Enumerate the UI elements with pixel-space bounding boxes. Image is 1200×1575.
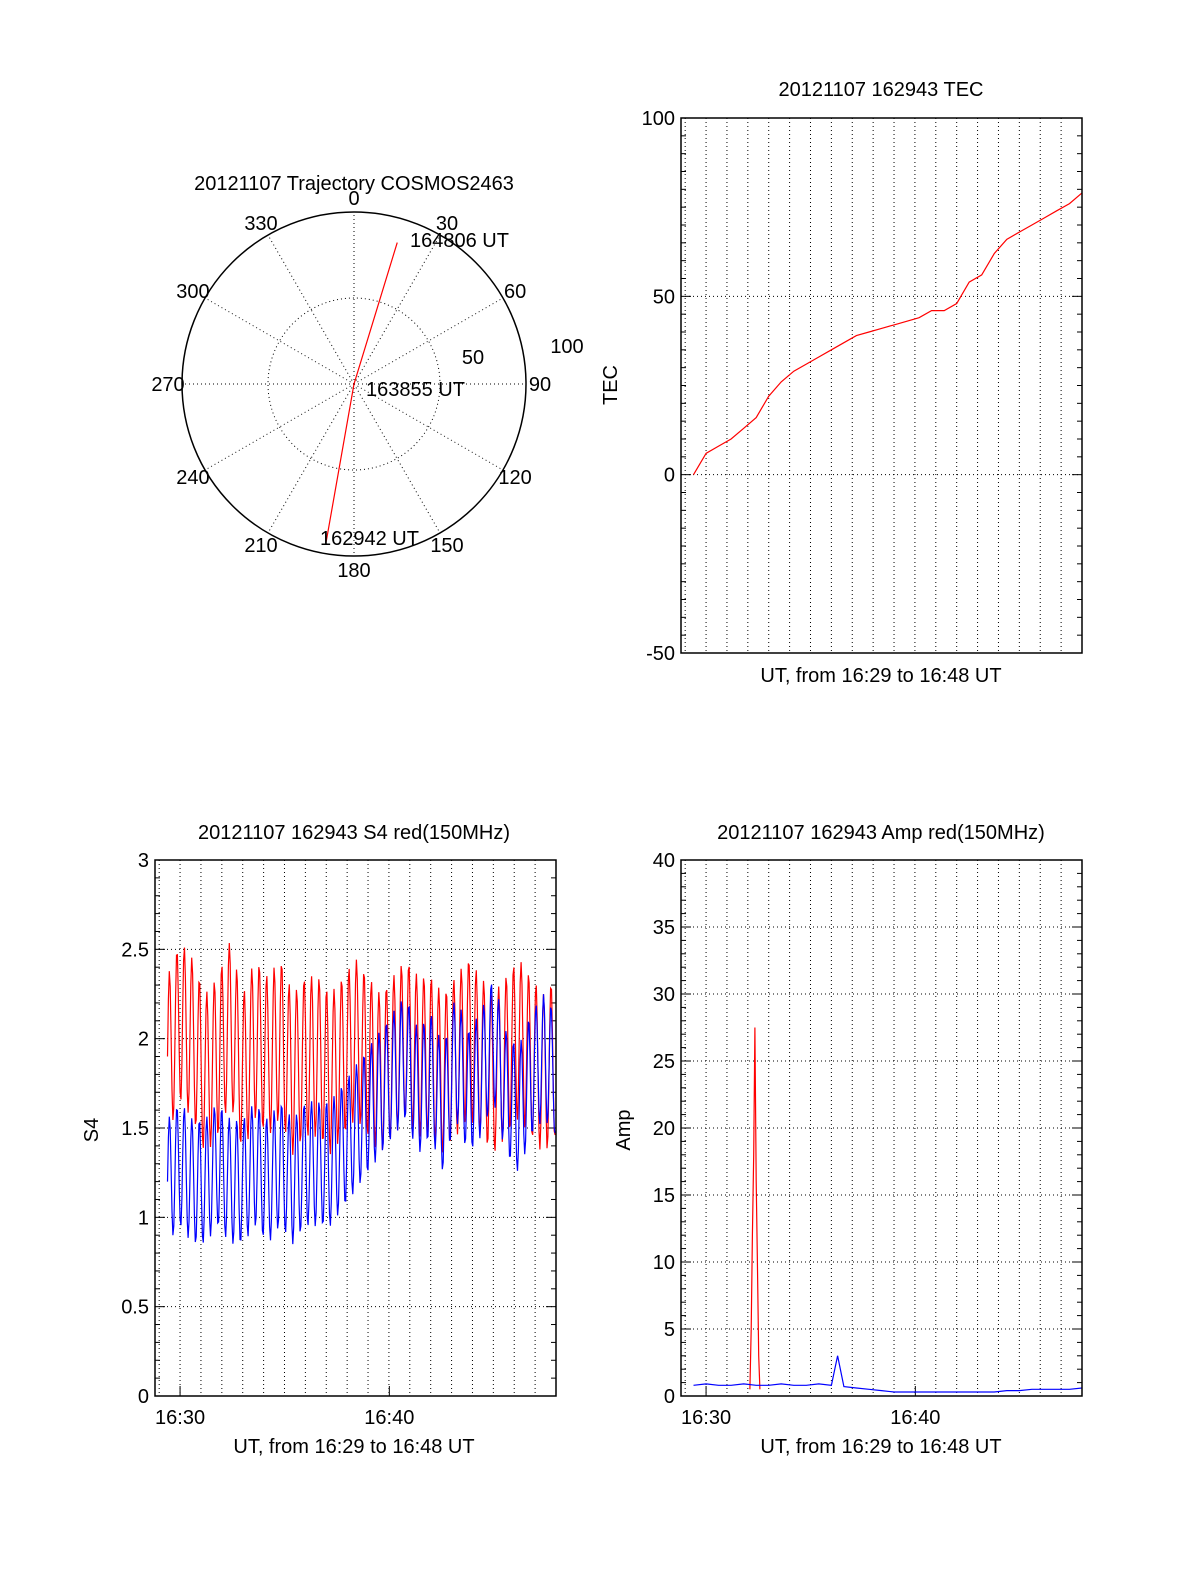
- polar-angle-label-90: 90: [529, 374, 551, 396]
- polar-angle-label-300: 300: [176, 281, 209, 303]
- polar-series: [325, 242, 398, 542]
- amp-plot-area: 0 5 10 15 20 25 30 35 40 16:30 16:40: [653, 850, 1083, 1429]
- amp-title: 20121107 162943 Amp red(150MHz): [717, 822, 1045, 844]
- polar-chart: 20121107 Trajectory COSMOS2463 0 30 60 90 12…: [151, 173, 583, 582]
- amp-series-red: [749, 1027, 761, 1390]
- amp-frame: [680, 859, 1083, 1397]
- amp-ytick-label: 0: [664, 1386, 675, 1408]
- polar-angle-label-180: 180: [337, 560, 370, 582]
- tec-chart: 20121107 162943 TEC -50 0 50 100 UT, from 1…: [600, 79, 1083, 687]
- tec-ytick-label: 50: [653, 286, 675, 308]
- polar-annotation-start: 162942 UT: [320, 528, 419, 550]
- polar-angle-label-120: 120: [498, 467, 531, 489]
- amp-chart: 20121107 162943 Amp red(150MHz) 0 5 10 15 20…: [613, 822, 1083, 1458]
- polar-trajectory-line: [325, 242, 398, 542]
- polar-angle-label-30: 30: [436, 213, 458, 235]
- tec-title: 20121107 162943 TEC: [779, 79, 984, 101]
- s4-xtick-label: 16:30: [155, 1407, 205, 1429]
- amp-ytick-label: 30: [653, 984, 675, 1006]
- polar-spoke-30: [353, 234, 441, 385]
- tec-series-red: [692, 192, 1083, 476]
- polar-spoke-300: [204, 297, 355, 385]
- s4-xlabel: UT, from 16:29 to 16:48 UT: [233, 1436, 474, 1458]
- amp-ytick-label: 40: [653, 850, 675, 872]
- amp-series-blue: [693, 1355, 1083, 1393]
- polar-angle-label-60: 60: [504, 281, 526, 303]
- amp-ylabel: Amp: [613, 1109, 635, 1150]
- amp-ytick-label: 20: [653, 1118, 675, 1140]
- polar-spoke-60: [353, 297, 504, 385]
- s4-ytick-label: 3: [138, 850, 149, 872]
- tec-ytick-label: 0: [664, 465, 675, 487]
- amp-ytick-label: 10: [653, 1252, 675, 1274]
- s4-series-blue: [166, 984, 556, 1245]
- s4-xtick-label: 16:40: [364, 1407, 414, 1429]
- tec-ytick-label: 100: [642, 108, 675, 130]
- polar-spoke-240: [204, 383, 355, 471]
- tec-xlabel: UT, from 16:29 to 16:48 UT: [760, 665, 1001, 687]
- polar-spoke-210: [267, 383, 355, 534]
- s4-ytick-label: 0.5: [121, 1297, 149, 1319]
- polar-angle-label-270: 270: [151, 374, 184, 396]
- amp-ytick-label: 35: [653, 917, 675, 939]
- amp-ytick-label: 5: [664, 1319, 675, 1341]
- polar-title: 20121107 Trajectory COSMOS2463: [194, 173, 514, 195]
- polar-angle-label-150: 150: [430, 535, 463, 557]
- polar-spoke-150: [353, 383, 441, 534]
- s4-ytick-label: 0: [138, 1386, 149, 1408]
- s4-ytick-label: 2: [138, 1029, 149, 1051]
- polar-angle-label-330: 330: [244, 213, 277, 235]
- amp-xlabel: UT, from 16:29 to 16:48 UT: [760, 1436, 1001, 1458]
- polar-annotation-end: 164806 UT: [410, 230, 509, 252]
- tec-ylabel: TEC: [600, 365, 622, 405]
- tec-frame: [680, 117, 1083, 654]
- polar-angle-labels: 0 30 60 90 120 150 180 210 240 270 300 330: [151, 188, 551, 582]
- polar-angle-label-240: 240: [176, 467, 209, 489]
- s4-plot-area: 0 0.5 1 1.5 2 2.5 3 16:30 16:40: [121, 850, 557, 1429]
- tec-ytick-label: -50: [646, 643, 675, 665]
- polar-angle-label-0: 0: [348, 188, 359, 210]
- polar-spoke-330: [267, 234, 355, 385]
- polar-grid: [181, 211, 527, 557]
- polar-angle-label-210: 210: [244, 535, 277, 557]
- amp-ytick-label: 15: [653, 1185, 675, 1207]
- polar-spoke-120: [353, 383, 504, 471]
- polar-grid-circle-50: [267, 297, 441, 471]
- s4-frame: [154, 859, 557, 1397]
- polar-annotation-mid: 163855 UT: [366, 379, 465, 401]
- s4-ytick-label: 1: [138, 1207, 149, 1229]
- tec-plot-area: -50 0 50 100: [642, 108, 1083, 665]
- s4-ytick-label: 2.5: [121, 939, 149, 961]
- amp-xtick-label: 16:40: [890, 1407, 940, 1429]
- amp-ytick-label: 25: [653, 1051, 675, 1073]
- s4-ylabel: S4: [81, 1118, 103, 1142]
- polar-outer-circle: [181, 211, 527, 557]
- amp-xtick-label: 16:30: [681, 1407, 731, 1429]
- polar-radial-label-50: 50: [462, 347, 484, 369]
- polar-radial-label-100: 100: [550, 336, 583, 358]
- s4-title: 20121107 162943 S4 red(150MHz): [198, 822, 510, 844]
- s4-ytick-label: 1.5: [121, 1118, 149, 1140]
- s4-chart: 20121107 162943 S4 red(150MHz) 0 0.5 1 1.5 2…: [81, 822, 557, 1458]
